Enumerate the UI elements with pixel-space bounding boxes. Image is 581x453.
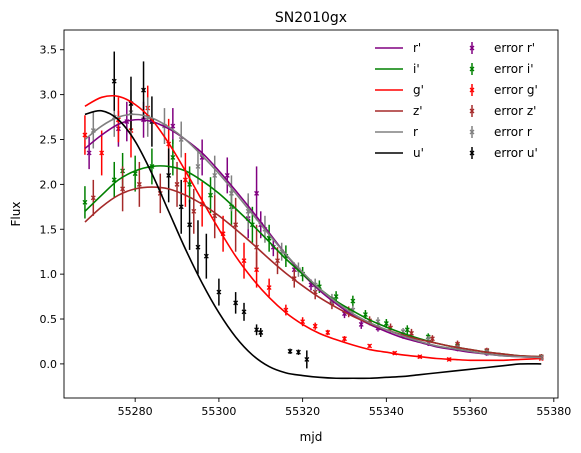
data-point [287,348,293,354]
data-point [203,253,209,259]
chart-title: SN2010gx [275,10,347,26]
data-point [195,163,201,169]
y-tick-label: 2.5 [40,134,58,147]
data-point [228,190,234,196]
y-tick-label: 2.0 [40,178,58,191]
data-point [82,132,88,138]
data-point [455,341,460,347]
data-point [254,267,260,273]
data-point [409,330,414,336]
legend-label: u' [413,146,424,160]
x-tick-label: 55300 [201,405,236,418]
fit-line-5 [84,109,542,380]
data-point [367,343,373,349]
legend: r' i' g' z' r u' error r' error i' error g' error… [375,41,538,160]
legend-marker [469,129,475,135]
data-point [404,327,410,333]
fit-line-3 [84,186,542,358]
data-point [241,309,247,315]
legend-label: i' [413,62,420,76]
plot-area [82,51,544,380]
data-point [111,78,117,84]
data-point [383,321,389,326]
data-point [86,150,92,156]
y-tick-label: 1.0 [40,268,58,281]
data-point [166,172,172,178]
x-tick-label: 55380 [536,405,571,418]
legend-label: r' [413,41,421,55]
data-point [275,258,280,264]
legend-label: error g' [494,83,538,97]
x-axis-title: mjd [300,430,323,444]
data-point [429,336,435,342]
data-point [82,199,88,205]
data-point [254,327,260,333]
data-point [90,195,96,201]
data-point [178,204,184,210]
data-point [208,192,213,198]
data-point [241,258,247,264]
legend-label: error r' [494,41,535,55]
legend-marker [469,87,475,93]
data-point [312,323,318,329]
data-point [187,181,193,187]
data-point [120,186,126,192]
data-point [99,150,105,156]
fit-line-2 [84,94,542,362]
data-point [216,289,222,295]
data-point [266,285,272,291]
data-point [350,298,356,304]
data-point [195,244,201,250]
fit-line-4 [84,113,542,359]
legend-marker [469,66,475,72]
y-tick-label: 1.5 [40,223,58,236]
data-point [304,356,310,362]
data-point [224,172,230,178]
legend-marker [469,45,475,51]
data-point [182,177,188,183]
data-point [362,312,368,317]
legend-label: r [413,125,418,139]
legend-label: error u' [494,146,538,160]
y-axis-title: Flux [9,202,23,227]
data-point [141,87,147,93]
x-tick-label: 55340 [369,405,404,418]
legend-marker [469,108,475,114]
legend-label: error i' [494,62,534,76]
data-point [170,123,176,129]
data-point [333,294,339,300]
data-point [295,349,301,355]
data-point [342,336,347,342]
legend-label: error r [494,125,532,139]
data-point [212,172,218,178]
data-point [174,181,180,187]
y-tick-label: 3.0 [40,89,58,102]
data-point [170,154,176,160]
legend-label: z' [413,104,423,118]
data-point [136,181,142,187]
x-tick-label: 55280 [118,405,153,418]
legend-marker [469,150,475,156]
data-point [233,300,239,306]
data-point [233,222,239,228]
data-point [325,330,331,335]
data-point [358,321,364,327]
y-axis: 0.0 0.5 1.0 1.5 2.0 2.5 3.0 3.5 [40,44,64,371]
legend-label: g' [413,83,424,97]
y-tick-label: 0.5 [40,313,58,326]
plot-frame [63,29,559,399]
fit-line-0 [84,118,542,359]
x-tick-label: 55320 [285,405,320,418]
x-axis: 55280 55300 55320 55340 55360 55380 [118,398,571,418]
data-point [258,330,264,335]
data-point [254,190,260,196]
y-tick-label: 3.5 [40,44,58,57]
data-point [191,208,197,214]
legend-label: error z' [494,104,536,118]
data-point [187,222,193,228]
x-tick-label: 55360 [453,405,488,418]
y-tick-label: 0.0 [40,358,58,371]
